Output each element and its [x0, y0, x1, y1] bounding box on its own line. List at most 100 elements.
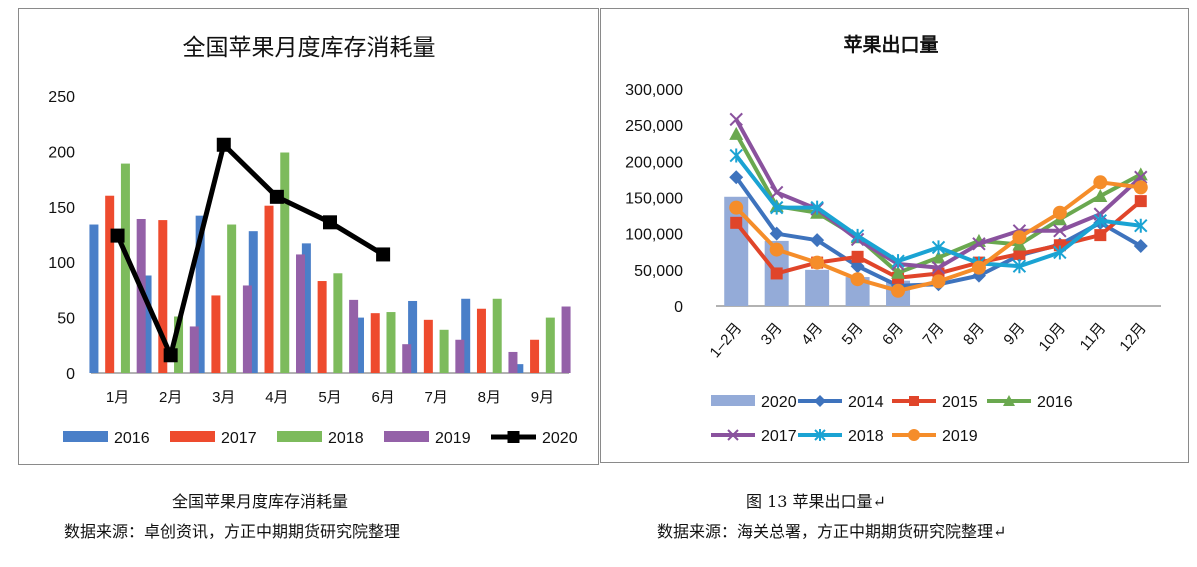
right-chart-frame: 苹果出口量 0 50,000 100,000 150,000 200,000 250,000… — [600, 8, 1189, 463]
y-tick-label: 100 — [48, 255, 75, 272]
line-2020 — [115, 142, 385, 358]
legend-marker-2019 — [908, 429, 920, 441]
x-tick-label: 1–2月 — [707, 320, 746, 362]
x-tick-label: 8月 — [478, 389, 501, 406]
marker-2016 — [729, 126, 744, 140]
marker-2015 — [1134, 195, 1147, 208]
marker-2019 — [931, 274, 946, 289]
marker-2020 — [269, 189, 284, 204]
marker-2018 — [810, 200, 824, 215]
marker-2019 — [971, 260, 986, 275]
marker-2018 — [1012, 259, 1027, 274]
marker-2015 — [851, 250, 864, 263]
marker-2019 — [1012, 230, 1027, 245]
y-tick-label: 200 — [48, 144, 75, 161]
legend-label-2020: 2020 — [761, 394, 797, 411]
legend-swatch-2017 — [170, 431, 215, 442]
legend-label-2019: 2019 — [435, 430, 471, 447]
legend-label-2018: 2018 — [328, 430, 364, 447]
y-tick-label: 300,000 — [625, 82, 683, 99]
right-caption-source: 数据来源：海关总署，方正中期期货研究院整理↵ — [657, 522, 1007, 541]
x-tick-label: 4月 — [798, 320, 826, 349]
marker-2017 — [1134, 170, 1148, 184]
marker-2016 — [1093, 189, 1108, 203]
marker-2017 — [729, 112, 743, 127]
bar-2016 — [354, 317, 364, 373]
bar-2018 — [174, 316, 184, 373]
bar-2019 — [242, 285, 252, 373]
bar-2016 — [195, 215, 205, 373]
x-tick-label: 5月 — [839, 320, 867, 349]
y-tick-label: 50 — [57, 311, 75, 328]
legend-label-2019: 2019 — [942, 428, 978, 445]
marker-2014 — [729, 170, 744, 185]
marker-2020 — [376, 247, 391, 262]
bar-2018 — [280, 152, 290, 373]
bar-2019 — [189, 326, 199, 373]
marker-2019 — [850, 272, 865, 287]
bar-2018 — [492, 298, 502, 373]
y-tick-label: 150,000 — [625, 191, 683, 208]
x-tick-label: 3月 — [212, 389, 235, 406]
legend-label-2016: 2016 — [114, 430, 150, 447]
left-chart-frame: 全国苹果月度库存消耗量 0 50 100 150 200 250 1月 2月 3月 4月 5月 6月 7月… — [18, 8, 599, 465]
bar-2019 — [296, 254, 306, 373]
left-caption-title: 全国苹果月度库存消耗量 — [172, 492, 349, 511]
marker-2015 — [1094, 229, 1107, 242]
marker-2015 — [730, 216, 743, 229]
marker-2017 — [931, 260, 946, 275]
legend-marker-2020 — [507, 431, 520, 443]
bar-2017 — [530, 339, 540, 373]
marker-2017 — [769, 185, 784, 200]
marker-2015 — [1013, 247, 1026, 260]
x-tick-label: 3月 — [758, 320, 786, 349]
legend-label-2016: 2016 — [1037, 394, 1073, 411]
legend-swatch-2018 — [277, 431, 322, 442]
marker-2018 — [1093, 213, 1108, 228]
marker-2019 — [1133, 180, 1148, 195]
x-tick-label: 12月 — [1116, 320, 1149, 355]
bar-2016 — [89, 224, 99, 373]
apple-export-chart: 苹果出口量 0 50,000 100,000 150,000 200,000 250,000… — [625, 33, 1161, 445]
marker-2020 — [163, 348, 178, 363]
left-caption-source: 数据来源：卓创资讯，方正中期期货研究院整理 — [64, 522, 401, 541]
legend-marker-2016 — [1003, 395, 1015, 406]
bar-2016 — [461, 298, 471, 373]
legend-swatch-2019 — [384, 431, 429, 442]
legend-label-2017: 2017 — [221, 430, 257, 447]
marker-2019 — [769, 242, 784, 257]
bar-2017 — [105, 195, 115, 373]
marker-2020 — [216, 137, 231, 152]
x-tick-label: 2月 — [159, 389, 182, 406]
bar-2018 — [227, 224, 237, 373]
bar-2017 — [370, 313, 380, 373]
marker-2018 — [1134, 218, 1148, 233]
legend-marker-2018 — [814, 429, 826, 441]
x-tick-label: 10月 — [1036, 320, 1069, 355]
bar-2017 — [476, 308, 486, 373]
marker-2016 — [931, 250, 946, 264]
marker-2018 — [769, 200, 784, 215]
marker-2017 — [972, 237, 986, 251]
legend-marker-2015 — [909, 396, 919, 406]
marker-2015 — [770, 267, 783, 280]
marker-2018 — [850, 228, 865, 243]
marker-2020 — [323, 215, 337, 230]
chart-title: 全国苹果月度库存消耗量 — [183, 35, 436, 61]
legend-label-2020: 2020 — [542, 430, 578, 447]
marker-2016 — [1133, 167, 1148, 181]
legend-marker-2014 — [814, 395, 826, 407]
bar-2017 — [264, 205, 274, 373]
legend-swatch-2016 — [63, 431, 108, 442]
bar-2018 — [386, 312, 396, 373]
marker-2019 — [1093, 175, 1108, 190]
marker-2018 — [1053, 245, 1067, 260]
legend-marker-2017 — [727, 429, 739, 441]
legend-swatch-2020 — [711, 395, 755, 406]
y-tick-label: 250 — [48, 89, 75, 106]
bar-2017 — [423, 319, 433, 373]
y-tick-label: 150 — [48, 200, 75, 217]
y-tick-label: 0 — [674, 299, 683, 316]
y-tick-label: 250,000 — [625, 118, 683, 135]
bar-2016 — [514, 364, 524, 373]
